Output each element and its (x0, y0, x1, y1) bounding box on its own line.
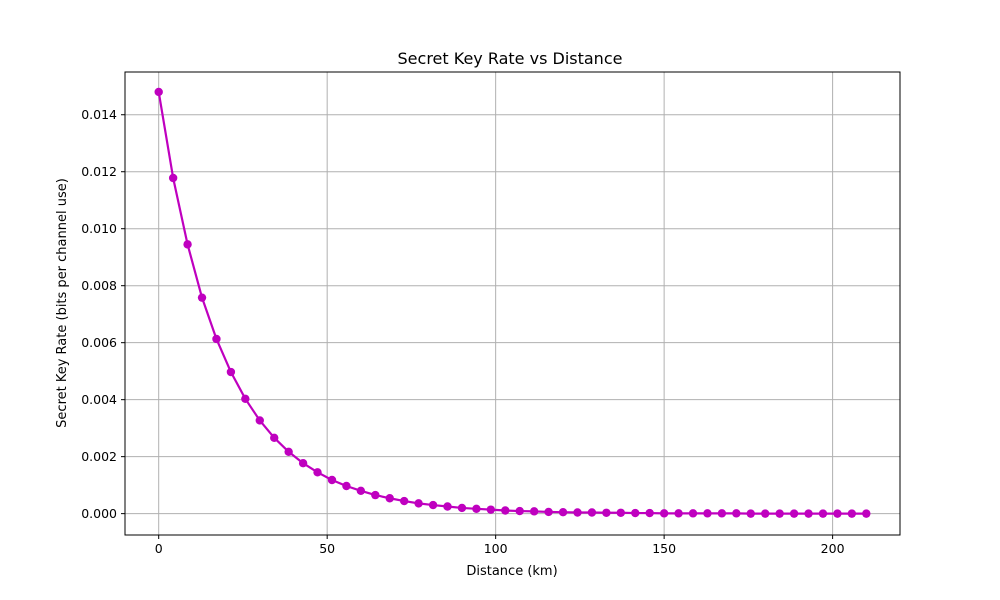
data-point (168, 173, 178, 183)
y-tick-label: 0.014 (81, 107, 117, 122)
data-point (284, 447, 293, 456)
data-point (717, 509, 727, 518)
data-point (342, 481, 351, 491)
data-point (847, 509, 857, 518)
data-point (197, 293, 207, 302)
data-point (818, 509, 828, 518)
data-point (270, 433, 279, 443)
x-tick-label: 100 (484, 541, 508, 556)
y-tick-label: 0.000 (81, 506, 117, 521)
data-point (544, 507, 553, 517)
data-point (804, 509, 813, 518)
grid (125, 72, 900, 535)
data-point (789, 509, 799, 518)
y-tick-label: 0.008 (81, 278, 117, 293)
y-tick-label: 0.012 (81, 164, 117, 179)
data-point (327, 475, 337, 485)
data-point (226, 367, 236, 377)
data-point (688, 509, 698, 518)
y-tick-label: 0.002 (81, 449, 117, 464)
data-point (356, 486, 366, 496)
data-point (674, 509, 683, 518)
data-point (529, 507, 539, 516)
axes-frame (124, 71, 901, 536)
data-point (183, 240, 192, 249)
data-point (703, 509, 712, 518)
data-point (515, 506, 524, 516)
data-point (501, 506, 510, 515)
y-tick-label: 0.006 (81, 335, 117, 350)
x-tick-label: 50 (319, 541, 335, 556)
data-point (385, 494, 394, 503)
chart-title: Secret Key Rate vs Distance (398, 49, 623, 68)
series-layer (154, 87, 871, 518)
data-point (298, 459, 308, 468)
data-point (212, 334, 221, 344)
data-point (241, 394, 250, 404)
x-tick-label: 0 (155, 541, 163, 556)
data-point (154, 87, 163, 97)
y-axis-label: Secret Key Rate (bits per channel use) (55, 178, 70, 428)
data-point (775, 509, 784, 518)
y-axis-ticks: 0.000 0.002 0.004 0.006 0.008 0.010 0.012 0.014 (81, 107, 125, 521)
data-point (457, 503, 467, 513)
data-point (371, 490, 380, 500)
data-point (631, 508, 640, 518)
data-point (746, 509, 755, 518)
data-point (443, 502, 452, 511)
data-point (602, 508, 611, 517)
data-point (761, 509, 770, 518)
data-point (732, 509, 741, 518)
y-tick-label: 0.010 (81, 221, 117, 236)
data-point (659, 509, 669, 518)
data-point (616, 508, 625, 517)
data-point (573, 508, 582, 517)
data-point (400, 496, 409, 506)
data-point (862, 509, 871, 518)
x-tick-label: 150 (652, 541, 676, 556)
x-tick-label: 200 (821, 541, 845, 556)
data-point (645, 508, 654, 518)
data-point (313, 468, 322, 477)
data-point (587, 508, 597, 517)
y-tick-label: 0.004 (81, 392, 117, 407)
x-axis-ticks: 0 50 100 150 200 (155, 535, 845, 556)
data-point (558, 508, 568, 517)
data-point (472, 504, 481, 513)
data-point (428, 500, 438, 510)
data-point (414, 499, 423, 508)
data-point (486, 505, 496, 514)
data-point (833, 509, 842, 518)
x-axis-label: Distance (km) (466, 564, 557, 579)
data-point (255, 416, 264, 425)
